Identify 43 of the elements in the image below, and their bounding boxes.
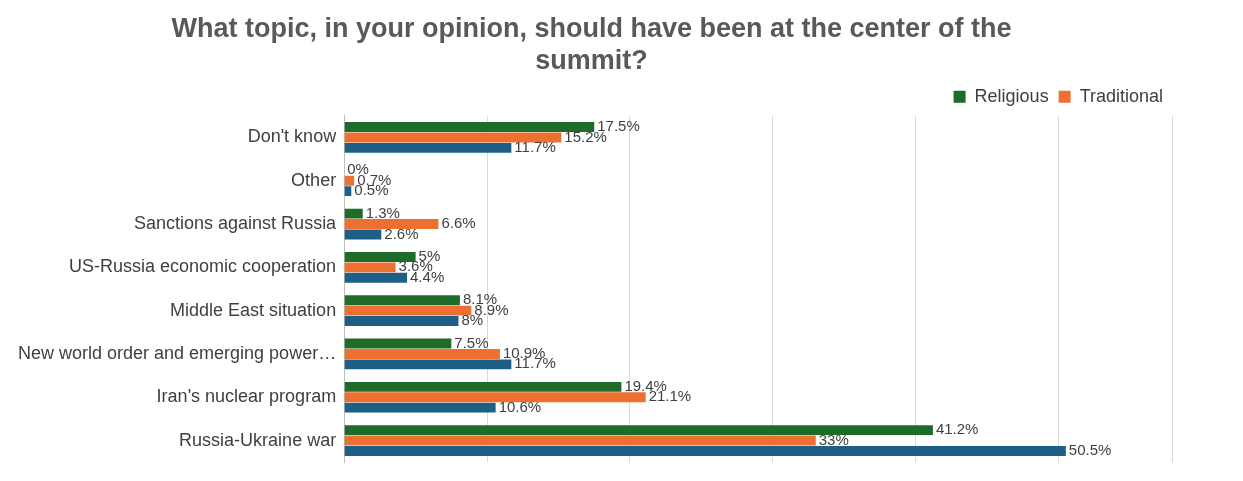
data-label: 1.3% <box>365 203 400 221</box>
bar <box>344 229 382 240</box>
y-tick-label: US-Russia economic cooperation <box>69 256 337 277</box>
chart-title: What topic, in your opinion, should have been at the center of the summit? <box>171 12 1012 76</box>
bar <box>344 252 416 262</box>
bar <box>344 142 512 153</box>
bar <box>344 425 933 436</box>
data-label: 2.6% <box>384 224 419 242</box>
data-label: 50.5% <box>1068 441 1112 459</box>
legend-label: Religious <box>974 85 1049 106</box>
y-tick-label: Russia-Ukraine war <box>179 429 337 450</box>
y-tick-label: Other <box>291 169 337 190</box>
bar <box>344 338 452 349</box>
bar <box>344 208 363 219</box>
bar <box>344 349 500 359</box>
bar <box>344 186 352 197</box>
data-label: 10.6% <box>498 397 542 415</box>
bar <box>344 272 408 283</box>
bar <box>344 305 472 316</box>
bar <box>344 219 439 229</box>
bar <box>344 122 595 132</box>
bar <box>344 402 496 413</box>
y-tick-label: Don't know <box>247 126 338 147</box>
bar <box>344 359 512 370</box>
bar <box>344 175 355 186</box>
data-label: 7.5% <box>454 333 489 351</box>
y-tick-label: New world order and emerging power… <box>17 342 337 363</box>
bar <box>344 262 396 273</box>
bar <box>344 132 562 143</box>
bar <box>344 316 459 326</box>
data-label: 41.2% <box>935 420 979 438</box>
data-label: 11.7% <box>514 137 556 155</box>
bar <box>344 295 460 306</box>
y-tick-label: Middle East situation <box>170 299 337 320</box>
bar <box>344 392 646 403</box>
y-tick-label: Iran's nuclear program <box>156 386 337 407</box>
legend-label: Traditional <box>1079 85 1163 106</box>
bar <box>344 435 816 446</box>
bar <box>344 381 622 392</box>
data-label: 33% <box>818 430 849 448</box>
bar <box>344 446 1066 456</box>
data-label: 6.6% <box>441 214 476 232</box>
y-tick-label: Sanctions against Russia <box>134 213 338 234</box>
